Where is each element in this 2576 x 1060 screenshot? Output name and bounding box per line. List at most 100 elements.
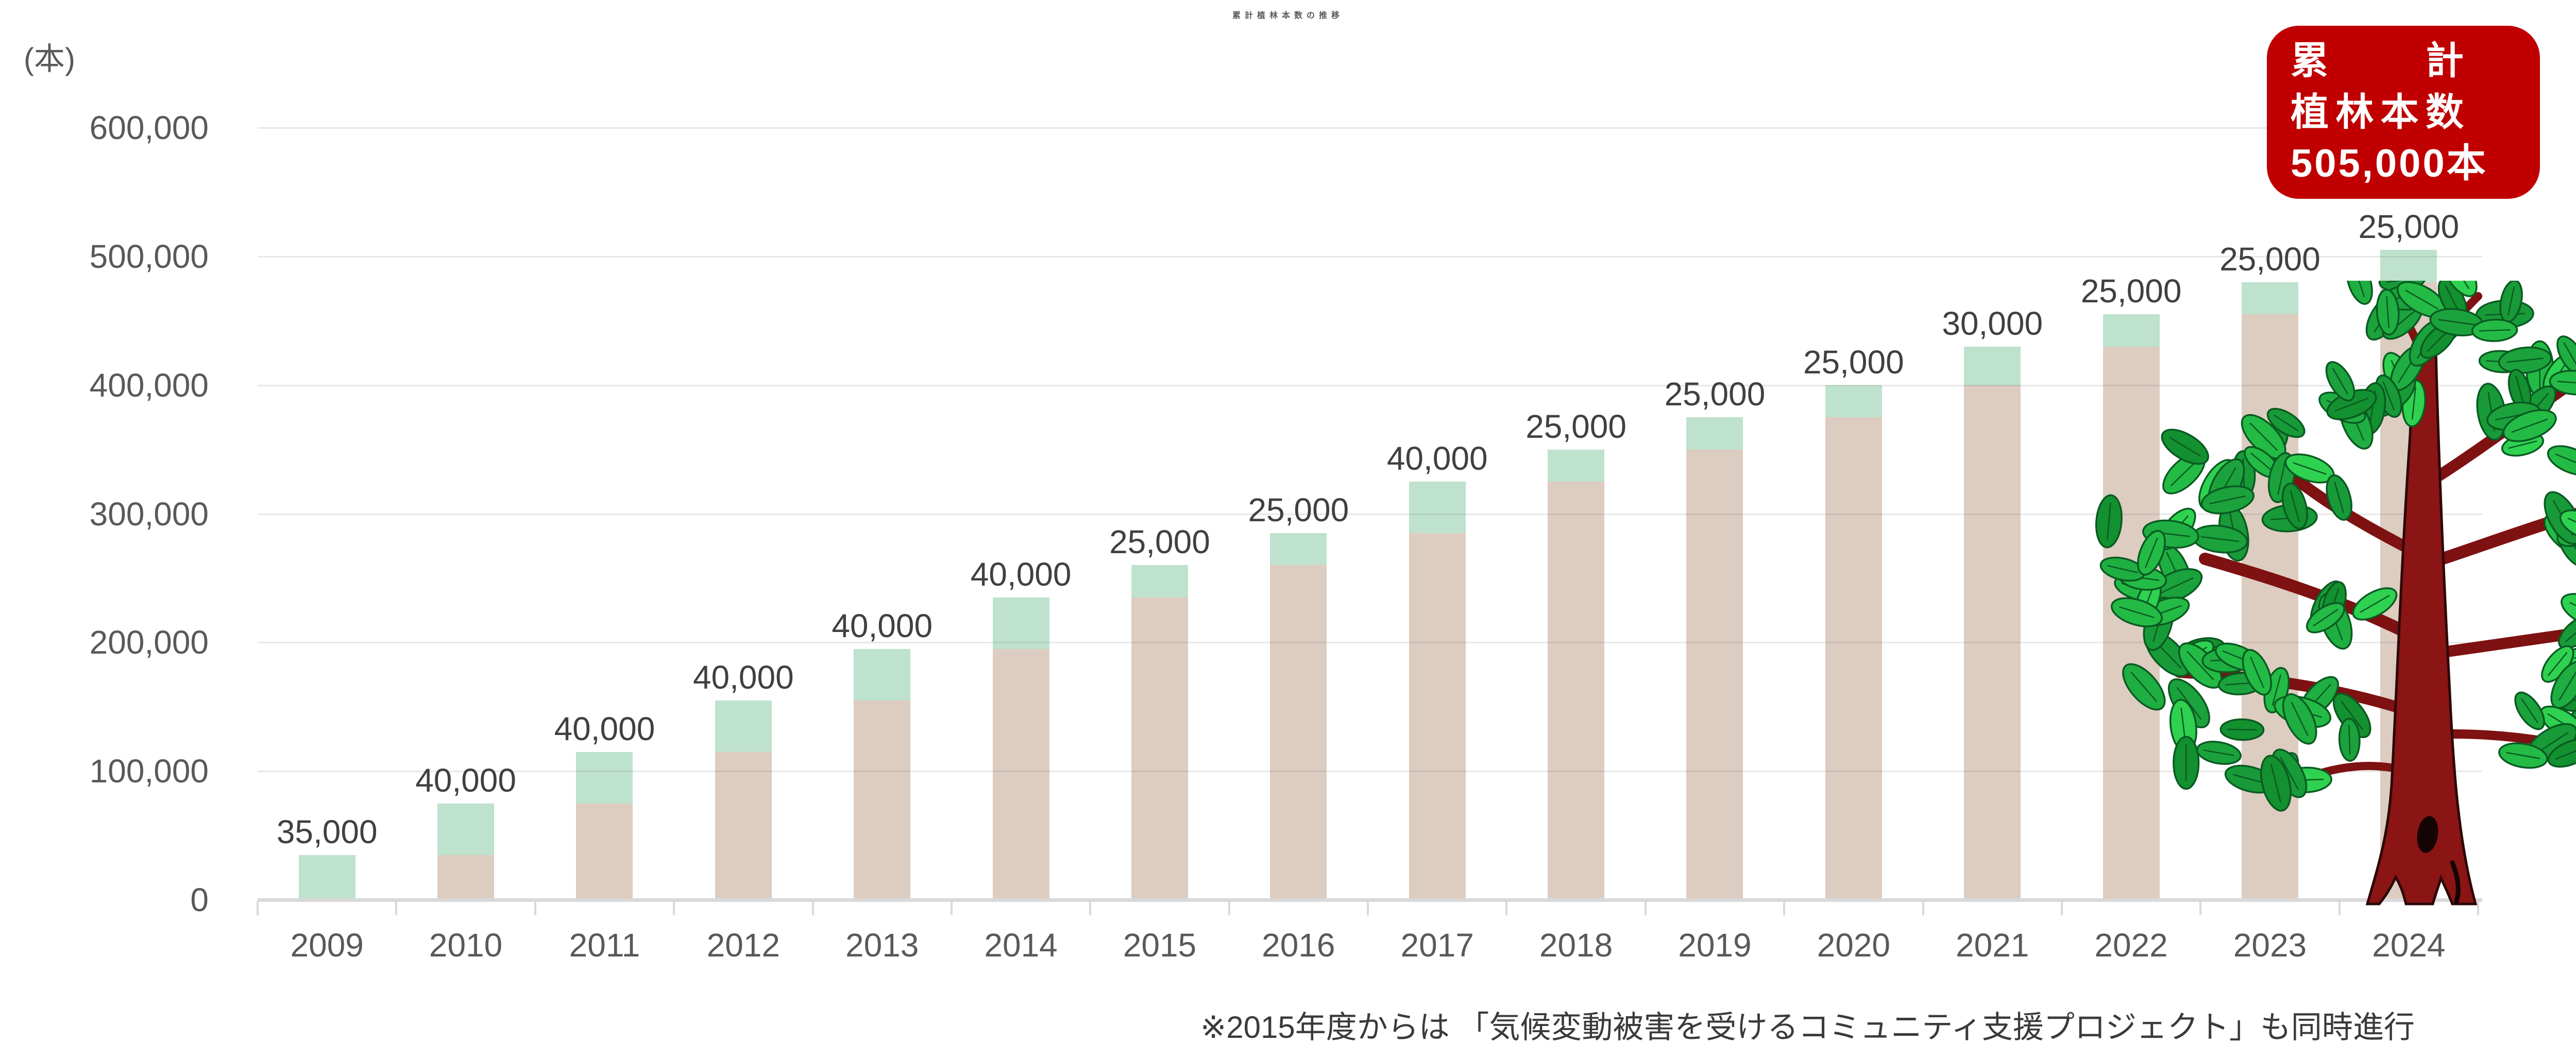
- x-tick-label-2017: 2017: [1400, 927, 1474, 964]
- bar-label-2024: 25,000: [2358, 208, 2460, 246]
- plot-area: 35,000 40,000 40,000 40,000 40,000 40,000 25,0…: [258, 127, 2482, 900]
- leaf: [2547, 445, 2576, 476]
- badge-line-1: 累計: [2291, 39, 2464, 82]
- bar-segment-annual-2022: [2103, 314, 2160, 347]
- bar-segment-annual-2017: [1409, 482, 1466, 533]
- bar-label-2022: 25,000: [2080, 272, 2182, 310]
- bar-segment-base-2014: [992, 648, 1049, 900]
- x-tick-label-2019: 2019: [1678, 927, 1752, 964]
- x-tick-label-2010: 2010: [429, 927, 503, 964]
- bar-label-2016: 25,000: [1248, 491, 1349, 528]
- bar-segment-annual-2013: [854, 648, 911, 700]
- cumulative-total-badge: 累計 植林本数 505,000本: [2267, 26, 2540, 199]
- axis-tick-mark: [1505, 901, 1508, 915]
- bar-segment-base-2011: [576, 803, 633, 900]
- x-tick-label-2014: 2014: [984, 927, 1058, 964]
- leaf: [2219, 718, 2265, 741]
- leaf: [2498, 346, 2552, 374]
- axis-tick-mark: [2338, 901, 2341, 915]
- axis-tick-mark: [2060, 901, 2063, 915]
- bar-segment-annual-2016: [1270, 533, 1327, 566]
- axis-tick-mark: [1644, 901, 1647, 915]
- leaf: [2346, 281, 2373, 305]
- gridline-600000: [258, 127, 2482, 129]
- leaf: [2196, 741, 2242, 765]
- leaf: [2161, 429, 2209, 465]
- axis-tick-mark: [1783, 901, 1786, 915]
- leaf: [2558, 614, 2576, 649]
- chart-title: 累計植林本数の推移: [1232, 11, 1344, 20]
- x-tick-label-2011: 2011: [569, 927, 640, 964]
- x-tick-label-2021: 2021: [1956, 927, 2029, 964]
- axis-tick-mark: [2199, 901, 2202, 915]
- bar-segment-annual-2021: [1964, 346, 2021, 385]
- bar-label-2012: 40,000: [692, 658, 794, 696]
- x-tick-label-2009: 2009: [290, 927, 364, 964]
- x-tick-label-2024: 2024: [2372, 927, 2446, 964]
- y-tick-label-100000: 100,000: [89, 753, 209, 790]
- trunk-knot: [2417, 816, 2438, 853]
- bar-segment-annual-2009: [298, 854, 355, 900]
- x-tick-label-2020: 2020: [1817, 927, 1890, 964]
- bar-label-2019: 25,000: [1664, 375, 1766, 413]
- leaf: [2376, 288, 2400, 336]
- bar-segment-annual-2010: [437, 803, 495, 855]
- leaf: [2559, 509, 2576, 541]
- bar-segment-base-2012: [715, 751, 772, 900]
- x-axis-line: [258, 898, 2482, 902]
- bar-segment-base-2018: [1548, 482, 1605, 900]
- tree-trunk: [2365, 349, 2478, 905]
- badge-total-value: 505,000本: [2291, 142, 2488, 185]
- bar-segment-annual-2023: [2241, 282, 2298, 315]
- x-tick-label-2016: 2016: [1262, 927, 1335, 964]
- bar-segment-annual-2024: [2380, 250, 2437, 282]
- x-tick-label-2013: 2013: [845, 927, 919, 964]
- bar-label-2020: 25,000: [1803, 343, 1904, 381]
- axis-tick-mark: [1367, 901, 1369, 915]
- leaf: [2281, 483, 2308, 529]
- leaf: [2556, 335, 2576, 375]
- bar-label-2018: 25,000: [1526, 407, 1626, 445]
- bar-label-2021: 30,000: [1942, 304, 2043, 342]
- leaf: [2260, 755, 2292, 812]
- axis-tick-mark: [950, 901, 953, 915]
- bar-label-2010: 40,000: [415, 761, 516, 799]
- x-tick-label-2012: 2012: [706, 927, 780, 964]
- bar-label-2015: 25,000: [1109, 523, 1210, 561]
- trunk-scar: [2450, 860, 2461, 904]
- bar-segment-base-2020: [1825, 417, 1882, 900]
- bar-segment-base-2016: [1270, 565, 1327, 900]
- leaf: [2498, 742, 2548, 769]
- y-tick-label-400000: 400,000: [89, 366, 209, 404]
- axis-tick-mark: [673, 901, 675, 915]
- axis-tick-mark: [1228, 901, 1230, 915]
- y-tick-label-300000: 300,000: [89, 495, 209, 533]
- leaf: [2192, 524, 2248, 554]
- tree-leaves: [2095, 281, 2576, 812]
- x-tick-label-2015: 2015: [1123, 927, 1197, 964]
- axis-tick-mark: [1089, 901, 1092, 915]
- axis-tick-mark: [811, 901, 814, 915]
- bar-segment-base-2015: [1131, 597, 1188, 900]
- x-tick-label-2023: 2023: [2233, 927, 2307, 964]
- bar-segment-base-2010: [437, 854, 495, 900]
- bar-segment-annual-2020: [1825, 385, 1882, 418]
- bar-label-2017: 40,000: [1386, 440, 1488, 477]
- leaf: [2514, 691, 2545, 730]
- leaf: [2173, 736, 2200, 790]
- y-axis-unit-label: (本): [24, 42, 75, 76]
- leaf: [2282, 693, 2317, 745]
- leaf: [2242, 648, 2272, 696]
- leaf: [2122, 663, 2166, 711]
- gridline-400000: [258, 384, 2482, 386]
- bar-label-2011: 40,000: [554, 710, 655, 747]
- leaf: [2338, 717, 2361, 762]
- gridline-300000: [258, 513, 2482, 515]
- leaf: [2137, 529, 2166, 576]
- leaf: [2441, 281, 2478, 297]
- y-tick-label-500000: 500,000: [89, 237, 209, 275]
- leaf: [2266, 407, 2306, 438]
- x-tick-label-2022: 2022: [2094, 927, 2168, 964]
- x-tick-label-2018: 2018: [1539, 927, 1613, 964]
- axis-tick-mark: [395, 901, 398, 915]
